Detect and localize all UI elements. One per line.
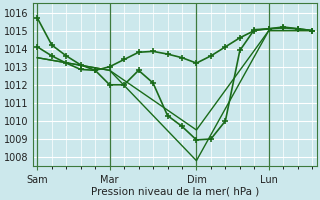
X-axis label: Pression niveau de la mer( hPa ): Pression niveau de la mer( hPa ) (91, 187, 259, 197)
